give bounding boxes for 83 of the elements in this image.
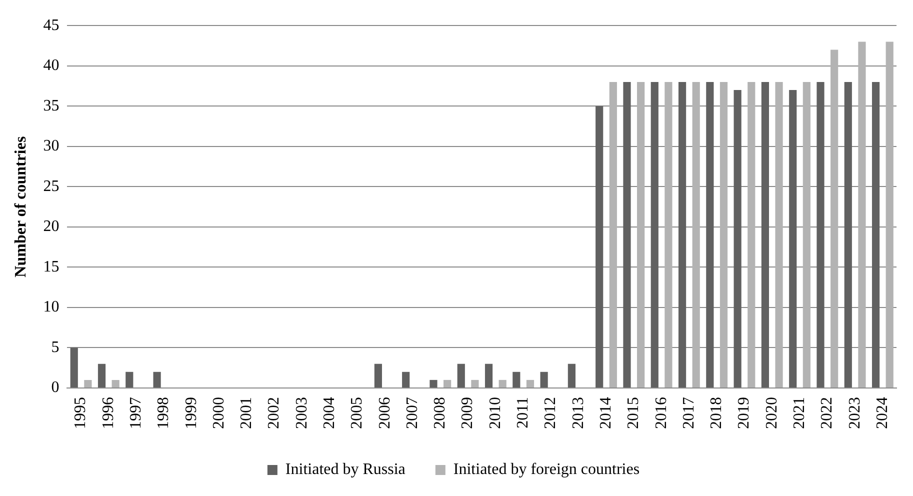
y-tick-label: 25 [43, 178, 60, 195]
y-axis-title: Number of countries [12, 136, 30, 278]
x-tick-label: 2024 [874, 397, 891, 429]
y-tick-label: 10 [43, 298, 60, 316]
x-tick-label: 2002 [266, 397, 283, 429]
x-tick-label: 2015 [625, 397, 642, 429]
legend-label: Initiated by foreign countries [453, 461, 640, 478]
x-tick-label: 2019 [736, 397, 753, 429]
x-tick-label: 1995 [72, 397, 90, 429]
bar [816, 82, 824, 388]
x-tick-label: 2017 [680, 397, 698, 429]
x-tick-label: 2007 [404, 397, 421, 429]
bar [609, 82, 617, 388]
bar [484, 364, 493, 388]
bar [650, 82, 658, 388]
bar [692, 82, 700, 388]
bar [706, 82, 714, 388]
x-tick-label: 2003 [293, 397, 310, 429]
bar [112, 380, 120, 388]
y-tick-label: 20 [43, 218, 60, 236]
x-tick-label: 2014 [597, 397, 614, 429]
bar [775, 82, 783, 388]
bar [637, 82, 645, 388]
x-tick-label: 2006 [376, 397, 394, 429]
y-tick-label: 15 [43, 258, 60, 276]
x-tick-label: 2012 [542, 397, 560, 429]
x-tick-label: 2023 [846, 397, 864, 429]
y-tick-label: 35 [43, 97, 60, 114]
bar [664, 82, 672, 388]
x-tick-label: 2011 [514, 397, 532, 428]
x-tick-label: 1996 [100, 397, 117, 429]
x-tick-label: 1998 [155, 397, 172, 429]
x-tick-label: 2018 [708, 397, 726, 429]
x-tick-label: 1997 [128, 397, 145, 429]
bar [374, 364, 382, 388]
y-tick-label: 0 [51, 379, 60, 396]
bar [678, 82, 686, 388]
bar [84, 380, 92, 388]
bar [471, 380, 479, 388]
x-tick-label: 2013 [570, 397, 587, 429]
legend-label: Initiated by Russia [285, 461, 406, 478]
bar [498, 380, 506, 388]
bar [402, 372, 410, 388]
bar [126, 372, 134, 388]
bar [748, 82, 756, 388]
bar [802, 82, 810, 388]
x-tick-label: 2004 [321, 397, 338, 429]
x-tick-label: 2009 [459, 397, 476, 429]
bar [98, 364, 106, 388]
x-tick-label: 2010 [486, 397, 504, 429]
x-tick-label: 2000 [210, 397, 228, 429]
bar [70, 348, 78, 388]
bar [886, 42, 894, 388]
y-tick-label: 40 [43, 57, 60, 74]
bar [789, 90, 797, 388]
bar [720, 82, 728, 388]
x-tick-label: 2005 [348, 397, 366, 429]
x-tick-label: 2001 [238, 397, 256, 429]
bar [623, 82, 631, 388]
bar [761, 82, 770, 388]
x-tick-label: 2022 [818, 397, 836, 429]
x-tick-label: 2016 [652, 397, 670, 429]
bar [872, 82, 880, 388]
bar [830, 50, 838, 388]
x-tick-label: 1999 [182, 397, 200, 429]
x-tick-label: 2020 [763, 397, 780, 429]
bar [734, 90, 742, 388]
x-tick-label: 2008 [432, 397, 449, 429]
bar [596, 106, 604, 388]
bar [526, 380, 534, 388]
bar [444, 380, 452, 388]
bar [430, 380, 438, 388]
y-tick-label: 30 [43, 138, 60, 155]
bar [858, 42, 866, 388]
bar [568, 364, 576, 388]
bar [844, 82, 852, 388]
y-tick-label: 45 [43, 16, 60, 34]
bar [540, 372, 548, 388]
x-tick-label: 2021 [790, 397, 808, 429]
bar [512, 372, 520, 388]
bar [153, 372, 161, 388]
bar [457, 364, 465, 388]
y-tick-label: 5 [51, 338, 60, 356]
